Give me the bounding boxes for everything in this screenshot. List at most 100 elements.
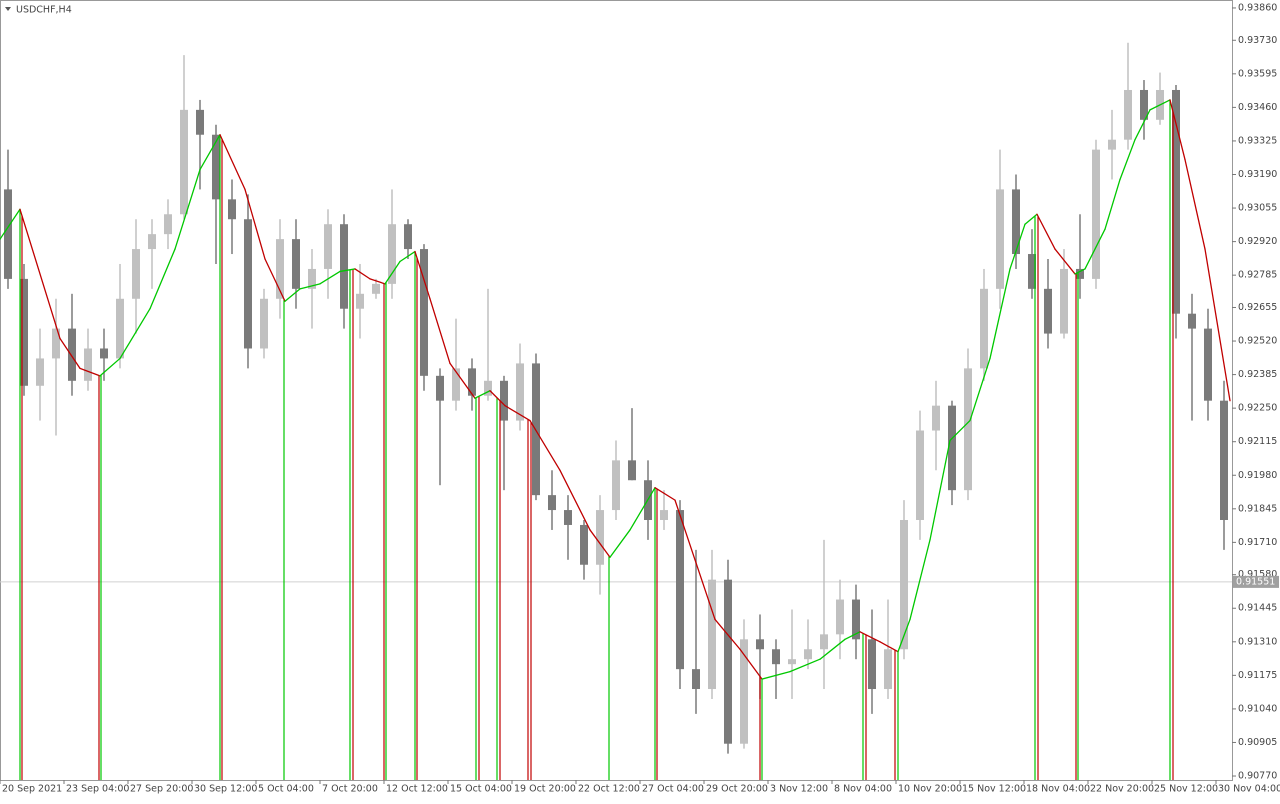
x-tick-label: 20 Sep 2021 (2, 784, 62, 795)
x-tick-label: 18 Nov 04:00 (1026, 784, 1090, 795)
candle-body (676, 510, 684, 670)
candle-body (820, 634, 828, 650)
x-tick-label: 8 Nov 04:00 (834, 784, 892, 795)
candle-body (52, 328, 60, 359)
indicator-segment (1074, 268, 1086, 275)
candle-body (548, 495, 556, 511)
indicator-segment (99, 357, 121, 377)
indicator-segment (739, 648, 763, 680)
indicator-segment (19, 208, 61, 340)
y-tick-label: 0.93190 (1238, 169, 1277, 180)
indicator-segment (609, 529, 631, 558)
indicator-segment (969, 357, 991, 422)
candle-body (148, 234, 156, 250)
y-tick-label: 0.91845 (1238, 503, 1277, 514)
x-tick-label: 29 Oct 20:00 (706, 784, 768, 795)
candle-body (468, 368, 476, 396)
candle-body (292, 239, 300, 289)
candle-body (372, 283, 380, 294)
candle-body (484, 380, 492, 396)
indicator-segment (654, 487, 676, 501)
indicator-segment (399, 250, 416, 263)
candle-body (324, 224, 332, 269)
candle-body (436, 375, 444, 401)
indicator-segment (1134, 109, 1151, 141)
y-tick-label: 0.92920 (1238, 236, 1277, 247)
indicator-segment (1169, 99, 1186, 161)
y-tick-label: 0.93460 (1238, 102, 1277, 113)
indicator-segment (559, 469, 591, 531)
indicator-segment (339, 268, 356, 273)
indicator-segment (859, 631, 881, 643)
indicator-segment (264, 258, 286, 302)
candle-body (964, 368, 972, 491)
indicator-segment (0, 208, 21, 240)
y-tick-label: 0.91710 (1238, 537, 1277, 548)
indicator-segment (1149, 99, 1171, 111)
indicator-segment (59, 337, 81, 370)
candle-body (452, 368, 460, 401)
indicator-segment (384, 260, 401, 285)
candle-body (212, 134, 220, 200)
candle-body (900, 520, 908, 650)
candle-body (1028, 254, 1036, 289)
x-tick-label: 30 Nov 04:00 (1218, 784, 1280, 795)
y-tick-label: 0.90770 (1238, 771, 1277, 782)
indicator-segment (909, 539, 931, 621)
candle-body (1012, 189, 1020, 255)
indicator-segment (174, 168, 201, 250)
menu-arrow[interactable] (5, 7, 11, 11)
indicator-segment (79, 367, 101, 377)
y-tick-label: 0.90905 (1238, 737, 1277, 748)
candle-body (1140, 89, 1148, 120)
indicator-segment (694, 559, 716, 621)
indicator-segment (714, 618, 741, 650)
x-tick-label: 12 Oct 12:00 (386, 784, 448, 795)
y-tick-label: 0.93730 (1238, 35, 1277, 46)
indicator-segment (844, 631, 861, 640)
indicator-segment (504, 405, 531, 422)
candle-body (1220, 400, 1228, 520)
candle-body (420, 249, 428, 376)
x-tick-label: 25 Nov 12:00 (1154, 784, 1218, 795)
candle-body (340, 224, 348, 309)
x-tick-label: 10 Nov 20:00 (898, 784, 962, 795)
candle-body (164, 214, 172, 235)
candle-body (980, 288, 988, 369)
candle-body (1076, 268, 1084, 279)
y-tick-label: 0.91445 (1238, 603, 1277, 614)
candle-body (708, 579, 716, 690)
plot-frame (0, 0, 1233, 781)
indicator-segment (529, 419, 561, 471)
indicator-segment (199, 134, 221, 171)
indicator-segment (149, 248, 176, 310)
indicator-segment (474, 390, 491, 399)
candle-body (628, 460, 636, 481)
y-tick-label: 0.91580 (1238, 569, 1277, 580)
y-tick-label: 0.93325 (1238, 135, 1277, 146)
indicator-segment (879, 641, 899, 653)
candle-body (20, 278, 28, 386)
indicator-segment (299, 283, 321, 290)
y-tick-label: 0.92250 (1238, 403, 1277, 414)
candle-body (660, 510, 668, 520)
candle-body (228, 199, 236, 220)
y-tick-label: 0.91175 (1238, 670, 1277, 681)
indicator-segment (761, 670, 791, 680)
x-tick-label: 15 Nov 12:00 (962, 784, 1026, 795)
candle-body (740, 639, 748, 744)
candle-body (132, 249, 140, 299)
candle-body (4, 189, 12, 279)
candle-body (596, 510, 604, 565)
candle-body (1204, 328, 1212, 401)
candle-body (1172, 89, 1180, 314)
price-label-box (1233, 575, 1279, 588)
candle-body (1124, 89, 1132, 140)
indicator-segment (819, 638, 846, 660)
candle-body (180, 109, 188, 215)
indicator-segment (674, 499, 696, 561)
indicator-segment (629, 487, 656, 531)
candle-body (1092, 149, 1100, 279)
candle-body (996, 189, 1004, 289)
